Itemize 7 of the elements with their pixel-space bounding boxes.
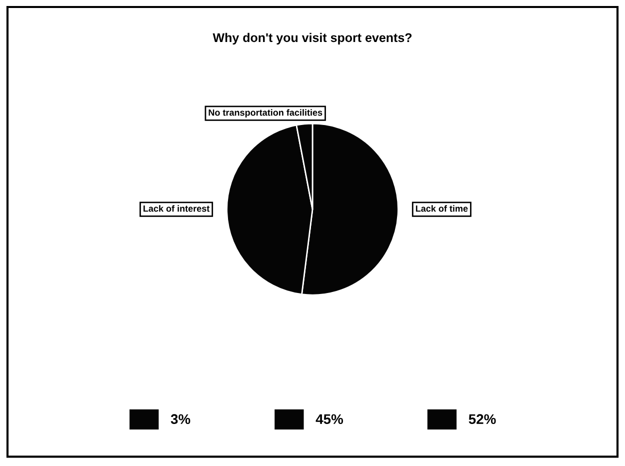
- chart-title: Why don't you visit sport events?: [212, 32, 412, 45]
- text: Lack of interest: [144, 205, 210, 212]
- legend-label: 3%: [170, 414, 190, 424]
- legend-label: 52%: [468, 414, 496, 424]
- text: Lack of time: [416, 205, 468, 212]
- legend-label: 45%: [316, 414, 344, 424]
- text: No transportation facilities: [208, 109, 322, 118]
